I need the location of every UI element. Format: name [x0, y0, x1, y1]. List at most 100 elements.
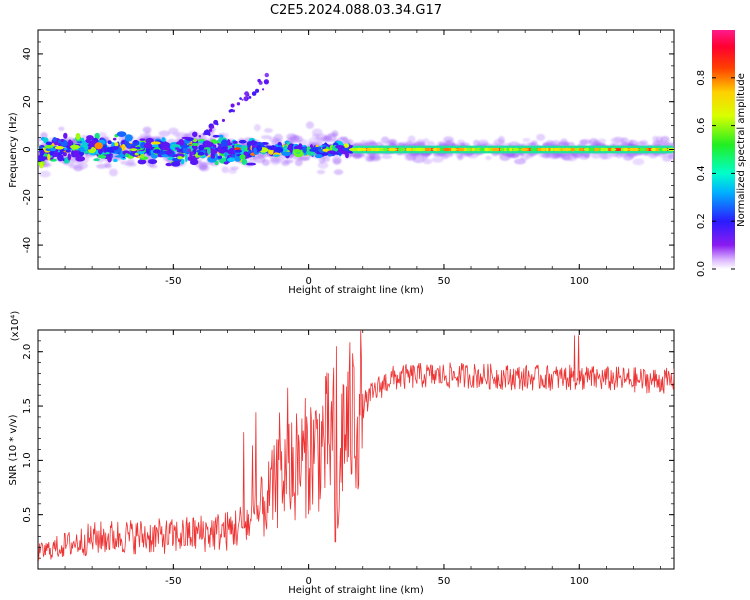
- spectrum-blob: [239, 154, 246, 160]
- spectrum-halo: [253, 124, 261, 132]
- spectrum-drift-point: [190, 151, 195, 155]
- spectrum-drift-point: [221, 118, 226, 122]
- spectrum-blob: [274, 146, 284, 153]
- spectrum-halo: [579, 139, 589, 146]
- spectrum-blob: [71, 150, 75, 157]
- spectrum-halo: [198, 162, 208, 170]
- spectrum-drift-point: [243, 96, 249, 102]
- spectrum-line-segment: [623, 147, 628, 152]
- spectrum-halo: [526, 142, 537, 147]
- spectrum-blob: [204, 141, 214, 148]
- snr-y-multiplier: (x10⁴): [10, 311, 21, 342]
- spectrum-blob: [210, 149, 218, 154]
- spectrum-blob: [171, 144, 181, 148]
- spectrum-line-segment: [466, 147, 472, 152]
- spectrogram-y-label: Frequency (Hz): [8, 112, 19, 188]
- spectrum-blob: [70, 144, 81, 150]
- spectrum-drift-point: [257, 78, 261, 83]
- spectrum-drift-point: [192, 146, 196, 150]
- spectrum-blob: [343, 143, 350, 148]
- spectrum-blob: [112, 137, 117, 141]
- spectrum-blob: [57, 154, 64, 162]
- spectrum-line-segment: [457, 147, 465, 152]
- spectrum-blob: [160, 141, 170, 148]
- y-tick-label: 40: [22, 48, 33, 61]
- spectrum-blob: [65, 149, 71, 153]
- spectrum-blob: [322, 148, 330, 152]
- spectrum-blob: [94, 132, 100, 140]
- spectrum-blob: [148, 159, 158, 165]
- x-tick-label: 0: [305, 276, 311, 287]
- spectrum-blob: [116, 131, 127, 138]
- spectrum-halo: [431, 156, 444, 163]
- spectrum-blob: [143, 143, 153, 149]
- spectrum-drift-point: [192, 131, 198, 138]
- spectrum-blob: [125, 153, 129, 158]
- spectrum-drift-point: [229, 108, 234, 113]
- spectrogram-panel: -50 0 50 100 -40 -20 0 20 40 Height of straight…: [8, 29, 675, 296]
- snr-x-label: Height of straight line (km): [288, 585, 424, 596]
- spectrum-line-segment: [610, 147, 616, 152]
- spectrum-halo: [485, 155, 492, 161]
- spectrum-line-segment: [539, 147, 548, 152]
- spectrum-line-segment: [356, 147, 363, 152]
- spectrum-halo: [567, 156, 577, 162]
- spectrum-halo: [58, 126, 65, 131]
- spectrum-drift-point: [187, 148, 191, 153]
- spectrum-blob: [302, 146, 307, 154]
- spectrum-line-segment: [620, 147, 625, 152]
- spectrum-halo: [168, 127, 179, 135]
- spectrum-line-segment: [651, 147, 656, 152]
- colorbar-tick-label: 0.0: [696, 261, 707, 277]
- snr-y-axis: 0.5 1.0 1.5 2.0: [22, 340, 674, 559]
- spectrum-halo: [317, 161, 329, 169]
- spectrum-line-segment: [436, 147, 441, 152]
- spectrum-drift-point: [216, 122, 219, 126]
- spectrum-blob: [114, 142, 119, 147]
- spectrum-line-segment: [588, 147, 595, 152]
- spectrum-halo: [667, 152, 674, 157]
- spectrum-blob: [93, 158, 100, 162]
- spectrum-drift-point: [251, 91, 257, 96]
- figure-title: C2E5.2024.088.03.34.G17: [270, 3, 442, 18]
- spectrum-drift-point: [230, 103, 235, 108]
- spectrum-blob: [135, 146, 141, 150]
- spectrum-blob: [178, 148, 182, 153]
- spectrum-blob: [307, 151, 316, 156]
- spectrum-drift-point: [204, 132, 208, 136]
- spectrum-blob: [283, 144, 288, 150]
- y-tick-label: -20: [22, 189, 33, 205]
- spectrum-blob: [39, 148, 45, 156]
- spectrum-blob: [177, 156, 183, 160]
- spectrum-halo: [270, 157, 281, 166]
- spectrum-blob: [171, 157, 180, 162]
- spectrum-halo: [305, 121, 315, 129]
- spectrum-drift-point: [244, 91, 249, 96]
- spectrum-blob: [340, 150, 348, 154]
- spectrum-blob: [223, 161, 229, 165]
- x-tick-label: -50: [165, 576, 181, 587]
- spectrum-line-segment: [562, 147, 572, 152]
- snr-y-label: SNR (10 * v/v): [8, 414, 19, 485]
- x-tick-label: 100: [570, 276, 589, 287]
- spectrum-blob: [54, 146, 64, 150]
- spectrum-halo: [340, 136, 348, 141]
- spectrum-halo: [228, 168, 237, 174]
- colorbar-label: Normalized spectral amplitude: [736, 73, 747, 227]
- spectrum-blob: [241, 158, 248, 165]
- spectrum-line-segment: [601, 147, 610, 152]
- spectrum-blob: [67, 153, 72, 161]
- spectrum-blob: [248, 150, 252, 154]
- spectrum-blob: [235, 144, 243, 148]
- spectrum-halo: [120, 160, 129, 165]
- spectrum-line-segment: [552, 147, 561, 152]
- spectrum-drift-point: [265, 82, 268, 85]
- spectrum-blob: [75, 133, 81, 140]
- spectrum-blob: [234, 149, 242, 153]
- spectrum-line-segment: [537, 147, 541, 152]
- spectrum-blob: [47, 153, 51, 161]
- spectrum-blob: [67, 140, 74, 147]
- spectrum-halo: [536, 133, 546, 141]
- spectrum-blob: [191, 142, 199, 147]
- spectrum-halo: [354, 152, 366, 158]
